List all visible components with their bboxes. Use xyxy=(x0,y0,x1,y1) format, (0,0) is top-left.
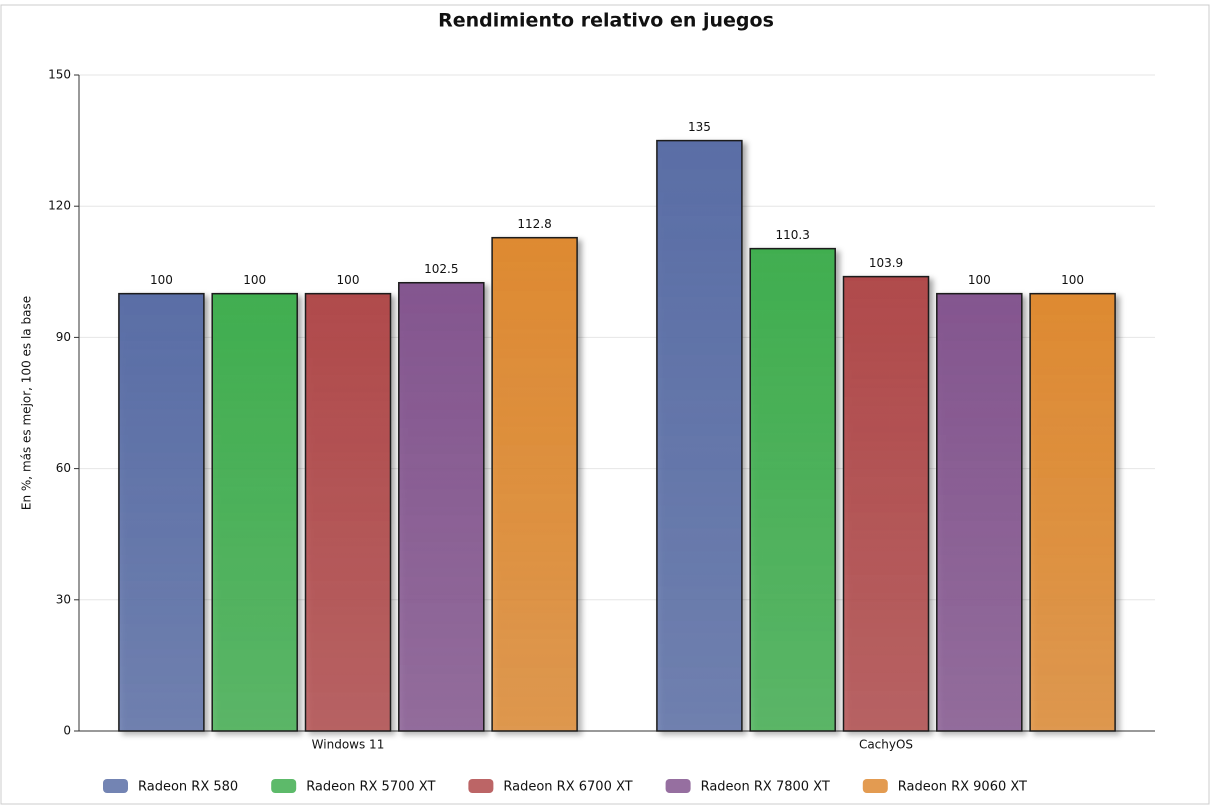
legend-swatch xyxy=(103,779,128,793)
legend-label: Radeon RX 6700 XT xyxy=(503,780,632,795)
bar xyxy=(491,236,578,732)
bar xyxy=(211,292,298,732)
chart-title: Rendimiento relativo en juegos xyxy=(438,10,774,32)
data-label: 103.9 xyxy=(869,256,903,270)
x-tick-label: Windows 11 xyxy=(312,738,385,752)
y-tick-label: 30 xyxy=(56,592,71,606)
legend-label: Radeon RX 7800 XT xyxy=(701,780,830,795)
legend-label: Radeon RX 5700 XT xyxy=(306,780,435,795)
data-label: 100 xyxy=(1061,273,1084,287)
y-tick-label: 150 xyxy=(48,68,71,82)
x-tick-label: CachyOS xyxy=(859,738,913,752)
legend-label: Radeon RX 580 xyxy=(138,780,238,795)
y-tick-label: 120 xyxy=(48,199,71,213)
bar xyxy=(842,275,930,732)
bar xyxy=(398,281,485,732)
legend-swatch xyxy=(468,779,494,793)
data-label: 110.3 xyxy=(776,228,810,242)
data-label: 100 xyxy=(243,273,266,287)
data-label: 102.5 xyxy=(424,262,458,276)
bar xyxy=(118,292,205,732)
bar xyxy=(749,247,836,732)
y-tick-label: 0 xyxy=(63,724,71,738)
bar xyxy=(1029,292,1116,732)
y-tick-label: 90 xyxy=(56,330,71,344)
data-label: 135 xyxy=(688,120,711,134)
legend-swatch xyxy=(271,779,297,793)
data-label: 100 xyxy=(337,273,360,287)
data-label: 112.8 xyxy=(517,217,551,231)
legend-swatch xyxy=(665,779,691,793)
y-axis-label: En %, más es mejor, 100 es la base xyxy=(20,296,34,510)
bar xyxy=(656,139,743,732)
y-tick-label: 60 xyxy=(56,461,71,475)
bar xyxy=(304,292,392,732)
data-label: 100 xyxy=(150,273,173,287)
data-label: 100 xyxy=(968,273,991,287)
bar xyxy=(936,292,1023,732)
legend-swatch xyxy=(862,779,888,793)
legend-label: Radeon RX 9060 XT xyxy=(898,780,1027,795)
